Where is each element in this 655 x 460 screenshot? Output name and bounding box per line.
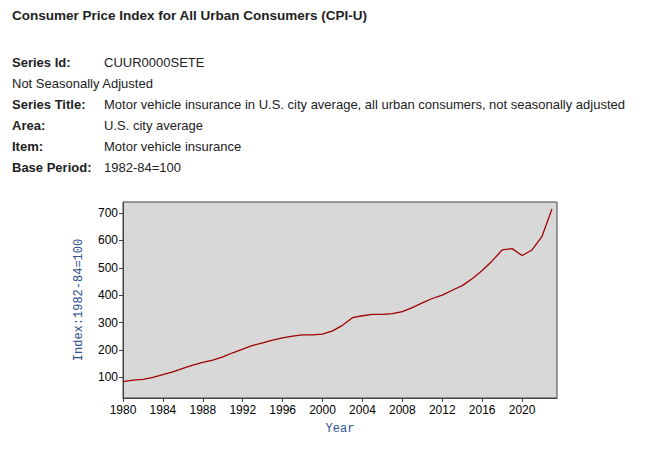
svg-text:2016: 2016	[469, 403, 496, 417]
html-text:U.S. city average: U.S. city average	[104, 118, 203, 133]
html-text:CUUR0000SETE: CUUR0000SETE	[104, 55, 205, 70]
svg-text:Index:1982-84=100: Index:1982-84=100	[72, 239, 86, 361]
html-text:Consumer Price Index for All U: Consumer Price Index for All Urban Consu…	[12, 8, 368, 23]
svg-text:1980: 1980	[110, 403, 137, 417]
svg-text:1984: 1984	[150, 403, 177, 417]
svg-text:2008: 2008	[389, 403, 416, 417]
html-text:Motor vehicle insurance in U.S: Motor vehicle insurance in U.S. city ave…	[104, 97, 625, 112]
html-text:Item:: Item:	[12, 139, 44, 154]
svg-text:2020: 2020	[509, 403, 536, 417]
html-text:Not Seasonally Adjusted: Not Seasonally Adjusted	[12, 76, 153, 91]
html-text:Motor vehicle insurance: Motor vehicle insurance	[104, 139, 242, 154]
svg-text:300: 300	[98, 316, 118, 330]
svg-text:1996: 1996	[269, 403, 296, 417]
svg-text:Year: Year	[326, 422, 355, 436]
svg-text:200: 200	[98, 343, 118, 357]
svg-text:1988: 1988	[189, 403, 216, 417]
svg-text:2004: 2004	[349, 403, 376, 417]
svg-text:400: 400	[98, 288, 118, 302]
svg-text:600: 600	[98, 233, 118, 247]
html-text:Series Id:: Series Id:	[12, 55, 71, 70]
html-text:Series Title:: Series Title:	[12, 97, 86, 112]
svg-text:700: 700	[98, 206, 118, 220]
svg-text:500: 500	[98, 261, 118, 275]
html-text:Area:: Area:	[12, 118, 46, 133]
html-text:Base Period:: Base Period:	[12, 160, 92, 175]
svg-text:2000: 2000	[309, 403, 336, 417]
html-text:1982-84=100: 1982-84=100	[104, 160, 181, 175]
svg-text:2012: 2012	[429, 403, 456, 417]
svg-text:100: 100	[98, 370, 118, 384]
svg-text:1992: 1992	[229, 403, 256, 417]
